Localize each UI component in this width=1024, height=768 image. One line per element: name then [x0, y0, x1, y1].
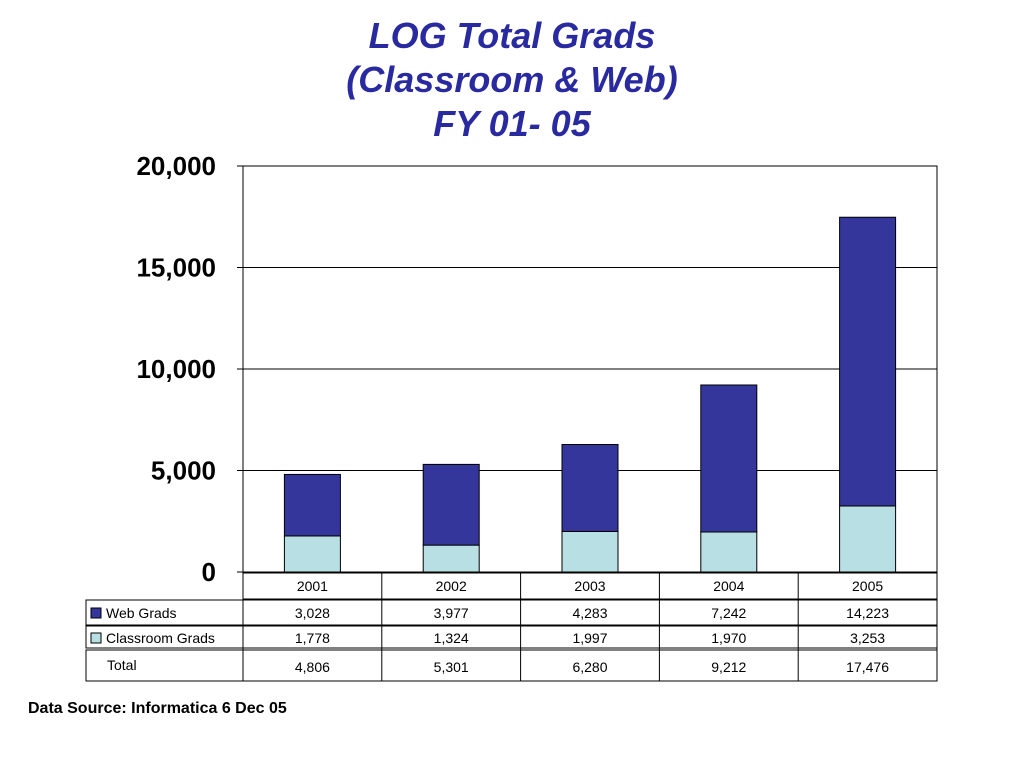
title-line-2: (Classroom & Web) [346, 59, 678, 100]
bar-web-2005 [839, 216, 897, 507]
total-row-label: Total [107, 657, 137, 673]
y-tick-label: 0 [202, 557, 216, 587]
bar-web-2003 [561, 444, 619, 532]
legend-label-classroom: Classroom Grads [106, 630, 215, 646]
bar-web-2002 [422, 463, 480, 546]
data-source-note: Data Source: Informatica 6 Dec 05 [28, 700, 287, 717]
web-value-2004: 7,242 [711, 605, 746, 621]
total-value-2003: 6,280 [572, 659, 607, 675]
x-category-label: 2001 [297, 578, 328, 594]
total-value-2004: 9,212 [711, 659, 746, 675]
bar-web-2004 [700, 384, 758, 533]
classroom-value-2005: 3,253 [850, 630, 885, 646]
table-row-web [85, 599, 938, 626]
y-tick-label: 20,000 [136, 151, 216, 181]
chart-title: LOG Total Grads (Classroom & Web) FY 01-… [0, 14, 1024, 146]
y-tick-label: 15,000 [136, 253, 216, 283]
x-category-label: 2005 [852, 578, 883, 594]
title-line-1: LOG Total Grads [368, 15, 656, 56]
classroom-value-2001: 1,778 [295, 630, 330, 646]
bar-web-2001 [283, 473, 341, 537]
bar-classroom-2005 [839, 505, 897, 573]
web-value-2005: 14,223 [846, 605, 889, 621]
web-value-2003: 4,283 [572, 605, 607, 621]
legend-label-web: Web Grads [106, 605, 177, 621]
web-value-2002: 3,977 [434, 605, 469, 621]
y-tick-label: 10,000 [136, 354, 216, 384]
classroom-value-2003: 1,997 [572, 630, 607, 646]
x-category-label: 2004 [713, 578, 744, 594]
y-tick-label: 5,000 [151, 456, 216, 486]
web-value-2001: 3,028 [295, 605, 330, 621]
bar-classroom-2003 [561, 530, 619, 573]
bar-classroom-2001 [283, 535, 341, 573]
legend-swatch-web [90, 607, 102, 619]
total-value-2002: 5,301 [434, 659, 469, 675]
legend-swatch-classroom [90, 632, 102, 644]
total-value-2001: 4,806 [295, 659, 330, 675]
table-row-total [85, 649, 938, 682]
x-category-label: 2003 [574, 578, 605, 594]
x-category-label: 2002 [436, 578, 467, 594]
classroom-value-2002: 1,324 [434, 630, 469, 646]
bar-classroom-2002 [422, 544, 480, 573]
total-value-2005: 17,476 [846, 659, 889, 675]
title-line-3: FY 01- 05 [433, 103, 591, 144]
bar-classroom-2004 [700, 531, 758, 573]
classroom-value-2004: 1,970 [711, 630, 746, 646]
